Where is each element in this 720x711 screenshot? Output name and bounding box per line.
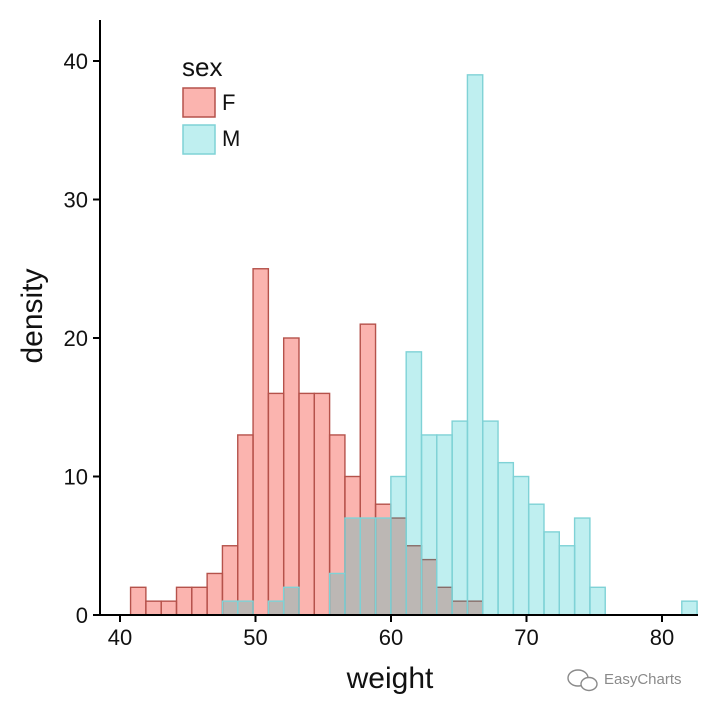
bar-f-12 [313, 392, 331, 616]
x-tick-label: 60 [379, 625, 403, 650]
bar-m-16 [374, 517, 392, 616]
legend-label-f: F [222, 90, 235, 115]
bar-f-3 [175, 586, 193, 616]
bar-m-13 [328, 572, 346, 616]
bar-m-26 [527, 503, 545, 616]
y-tick-label: 40 [64, 49, 88, 74]
bar-f-11 [298, 392, 316, 616]
bar-f-0 [129, 586, 147, 616]
bar-m-10 [282, 586, 300, 616]
bar-m-29 [573, 517, 591, 616]
bar-m-17 [390, 475, 407, 616]
bar-m-25 [512, 475, 530, 616]
bar-m-28 [558, 545, 576, 616]
y-tick-label: 0 [76, 603, 88, 628]
bar-f-10 [282, 337, 300, 616]
bar-f-2 [160, 600, 178, 616]
bar-m-24 [497, 461, 515, 616]
bar-f-8 [252, 268, 270, 616]
bar-m-9 [267, 600, 285, 616]
x-tick-label: 40 [108, 625, 132, 650]
legend-title: sex [182, 52, 222, 82]
bar-f-4 [191, 586, 208, 616]
bar-f-5 [206, 572, 224, 616]
legend-swatch-m [182, 124, 216, 155]
watermark-text: EasyCharts [604, 671, 682, 688]
bar-m-14 [344, 517, 361, 616]
x-tick-label: 50 [243, 625, 267, 650]
x-tick-label: 80 [650, 625, 674, 650]
x-ticks: 40 50 60 70 80 [108, 615, 674, 650]
bar-m-23 [482, 420, 499, 616]
legend: sex F M [182, 52, 240, 155]
x-axis-title: weight [346, 662, 434, 695]
y-axis-title: density [16, 268, 49, 363]
bar-m-21 [451, 420, 469, 616]
bar-f-9 [267, 392, 285, 616]
y-tick-label: 30 [64, 188, 88, 213]
x-tick-label: 70 [514, 625, 538, 650]
bar-m-6 [221, 600, 239, 616]
bar-m-19 [420, 434, 438, 616]
watermark: EasyCharts [567, 669, 682, 692]
bar-m-30 [589, 586, 606, 616]
bar-m-27 [543, 531, 560, 616]
bar-f-1 [145, 600, 162, 616]
y-ticks: 0 10 20 30 40 [64, 49, 100, 628]
bar-m-22 [466, 74, 484, 616]
bar-m-7 [237, 600, 254, 616]
bar-m-15 [359, 517, 377, 616]
wechat-icon [567, 669, 598, 692]
axes [99, 20, 698, 616]
y-tick-label: 20 [64, 326, 88, 351]
legend-swatch-f [182, 87, 216, 118]
bar-m-18 [405, 351, 423, 616]
bar-m-36 [681, 600, 698, 616]
bar-m-20 [436, 434, 453, 616]
y-tick-label: 10 [64, 465, 88, 490]
bar-f-7 [237, 434, 254, 616]
legend-label-m: M [222, 126, 240, 151]
